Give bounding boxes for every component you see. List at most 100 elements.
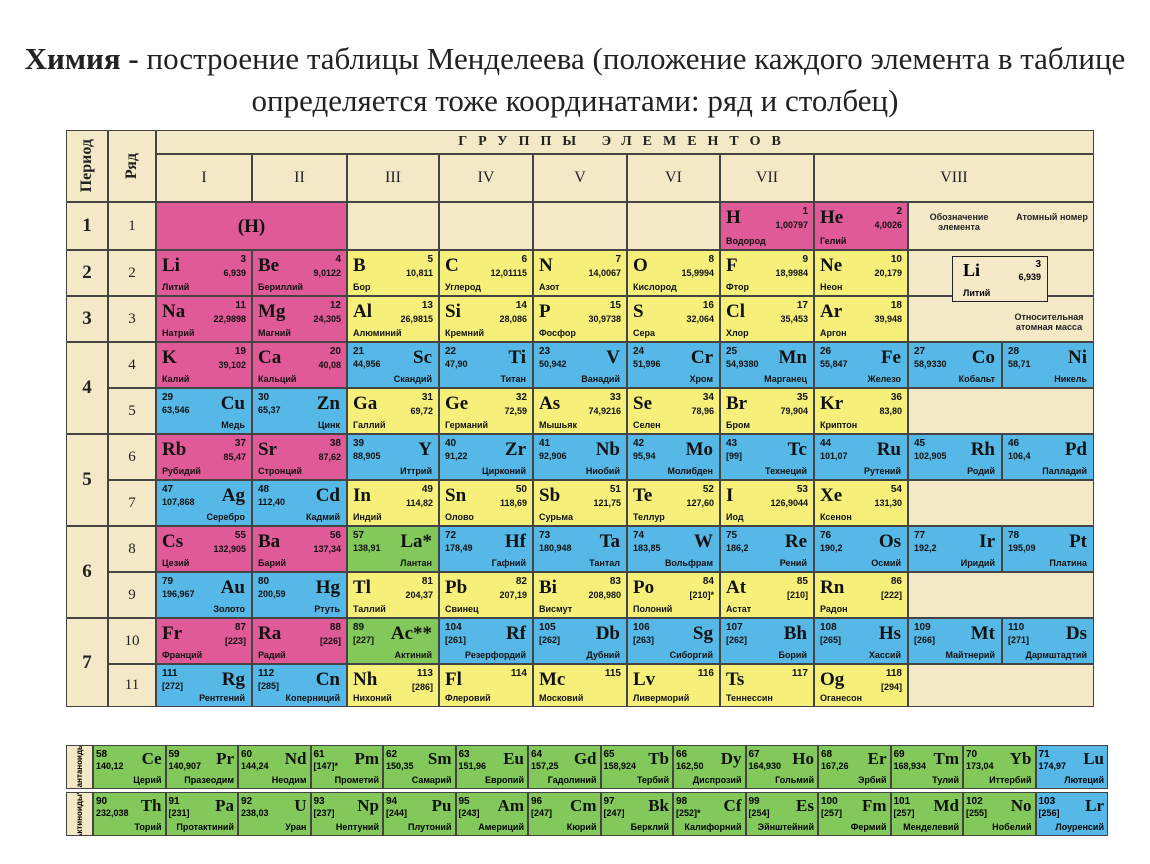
element-os[interactable]: 76 190,2 Os Осмий (814, 526, 908, 572)
element-hg[interactable]: 80 200,59 Hg Ртуть (252, 572, 347, 618)
element-og[interactable]: Og 118 [294] Оганесон (814, 664, 908, 707)
element-ba[interactable]: Ba 56 137,34 Барий (252, 526, 347, 572)
element-lu[interactable]: 71 174,97 Lu Лютеций (1035, 745, 1108, 789)
element-lv[interactable]: Lv 116 Ливерморий (627, 664, 720, 707)
element-yb[interactable]: 70 173,04 Yb Иттербий (963, 745, 1036, 789)
element-zn[interactable]: 30 65,37 Zn Цинк (252, 388, 347, 434)
element-rb[interactable]: Rb 37 85,47 Рубидий (156, 434, 252, 480)
element-ta[interactable]: 73 180,948 Ta Тантал (533, 526, 627, 572)
element-am[interactable]: 95 [243] Am Америций (455, 792, 528, 836)
element-tb[interactable]: 65 158,924 Tb Тербий (600, 745, 673, 789)
element-nd[interactable]: 60 144,24 Nd Неодим (238, 745, 311, 789)
element-as[interactable]: As 33 74,9216 Мышьяк (533, 388, 627, 434)
element-k[interactable]: K 19 39,102 Калий (156, 342, 252, 388)
element-rg[interactable]: 111 [272] Rg Рентгений (156, 664, 252, 707)
element-ho[interactable]: 67 164,930 Ho Гольмий (745, 745, 818, 789)
element-mg[interactable]: Mg 12 24,305 Магний (252, 296, 347, 342)
element-pr[interactable]: 59 140,907 Pr Празеодим (165, 745, 238, 789)
element-pb[interactable]: Pb 82 207,19 Свинец (439, 572, 533, 618)
element-cu[interactable]: 29 63,546 Cu Медь (156, 388, 252, 434)
element-y[interactable]: 39 88,905 Y Иттрий (347, 434, 439, 480)
element-bi[interactable]: Bi 83 208,980 Висмут (533, 572, 627, 618)
element-li[interactable]: Li 3 6,939 Литий (156, 250, 252, 296)
element-b[interactable]: B 5 10,811 Бор (347, 250, 439, 296)
element-pt[interactable]: 78 195,09 Pt Платина (1002, 526, 1094, 572)
element-cr[interactable]: 24 51,996 Cr Хром (627, 342, 720, 388)
element-p[interactable]: P 15 30,9738 Фосфор (533, 296, 627, 342)
element-he[interactable]: He 2 4,0026 Гелий (814, 202, 908, 250)
element-tc[interactable]: 43 [99] Tc Технеций (720, 434, 814, 480)
element-mn[interactable]: 25 54,9380 Mn Марганец (720, 342, 814, 388)
element-sr[interactable]: Sr 38 87,62 Стронций (252, 434, 347, 480)
element-ne[interactable]: Ne 10 20,179 Неон (814, 250, 908, 296)
element-h[interactable]: (H) (156, 202, 347, 250)
element-sn[interactable]: Sn 50 118,69 Олово (439, 480, 533, 526)
element-cf[interactable]: 98 [252]* Cf Калифорний (673, 792, 746, 836)
element-mo[interactable]: 42 95,94 Mo Молибден (627, 434, 720, 480)
element-w[interactable]: 74 183,85 W Вольфрам (627, 526, 720, 572)
element-ra[interactable]: Ra 88 [226] Радий (252, 618, 347, 664)
element-xe[interactable]: Xe 54 131,30 Ксенон (814, 480, 908, 526)
element-i[interactable]: I 53 126,9044 Иод (720, 480, 814, 526)
element-hs[interactable]: 108 [265] Hs Хассий (814, 618, 908, 664)
element-c[interactable]: C 6 12,01115 Углерод (439, 250, 533, 296)
element-md[interactable]: 101 [257] Md Менделевий (890, 792, 963, 836)
element-rh[interactable]: 45 102,905 Rh Родий (908, 434, 1002, 480)
element-mc[interactable]: Mc 115 Московий (533, 664, 627, 707)
element-no[interactable]: 102 [255] No Нобелий (963, 792, 1036, 836)
element-ar[interactable]: Ar 18 39,948 Аргон (814, 296, 908, 342)
element-h[interactable]: H 1 1,00797 Водород (720, 202, 814, 250)
element-np[interactable]: 93 [237] Np Нептуний (310, 792, 383, 836)
element-ni[interactable]: 28 58,71 Ni Никель (1002, 342, 1094, 388)
element-sg[interactable]: 106 [263] Sg Сиборгий (627, 618, 720, 664)
element-ga[interactable]: Ga 31 69,72 Галлий (347, 388, 439, 434)
element-pm[interactable]: 61 [147]* Pm Прометий (310, 745, 383, 789)
element-eu[interactable]: 63 151,96 Eu Европий (455, 745, 528, 789)
element-gd[interactable]: 64 157,25 Gd Гадолиний (528, 745, 601, 789)
element-mt[interactable]: 109 [266] Mt Майтнерий (908, 618, 1002, 664)
element-f[interactable]: F 9 18,9984 Фтор (720, 250, 814, 296)
element-sm[interactable]: 62 150,35 Sm Самарий (383, 745, 456, 789)
element-rf[interactable]: 104 [261] Rf Резерфордий (439, 618, 533, 664)
element-es[interactable]: 99 [254] Es Эйнштейний (745, 792, 818, 836)
element-zr[interactable]: 40 91,22 Zr Цирконий (439, 434, 533, 480)
element-rn[interactable]: Rn 86 [222] Радон (814, 572, 908, 618)
element-pu[interactable]: 94 [244] Pu Плутоний (383, 792, 456, 836)
element-cs[interactable]: Cs 55 132,905 Цезий (156, 526, 252, 572)
element-si[interactable]: Si 14 28,086 Кремний (439, 296, 533, 342)
element-v[interactable]: 23 50,942 V Ванадий (533, 342, 627, 388)
element-cd[interactable]: 48 112,40 Cd Кадмий (252, 480, 347, 526)
element-fm[interactable]: 100 [257] Fm Фермий (818, 792, 891, 836)
element-er[interactable]: 68 167,26 Er Эрбий (818, 745, 891, 789)
element-pd[interactable]: 46 106,4 Pd Палладий (1002, 434, 1094, 480)
element-sc[interactable]: 21 44,956 Sc Скандий (347, 342, 439, 388)
element-te[interactable]: Te 52 127,60 Теллур (627, 480, 720, 526)
element-po[interactable]: Po 84 [210]* Полоний (627, 572, 720, 618)
element-pa[interactable]: 91 [231] Pa Протактиний (165, 792, 238, 836)
element-cn[interactable]: 112 [285] Cn Коперниций (252, 664, 347, 707)
element-al[interactable]: Al 13 26,9815 Алюминий (347, 296, 439, 342)
element-u[interactable]: 92 238,03 U Уран (238, 792, 311, 836)
element-tm[interactable]: 69 168,934 Tm Тулий (890, 745, 963, 789)
element-ca[interactable]: Ca 20 40,08 Кальций (252, 342, 347, 388)
element-se[interactable]: Se 34 78,96 Селен (627, 388, 720, 434)
element-ts[interactable]: Ts 117 Теннессин (720, 664, 814, 707)
element-ti[interactable]: 22 47,90 Ti Титан (439, 342, 533, 388)
element-ac[interactable]: 89 [227] Ac** Актиний (347, 618, 439, 664)
element-ag[interactable]: 47 107,868 Ag Серебро (156, 480, 252, 526)
element-fe[interactable]: 26 55,847 Fe Железо (814, 342, 908, 388)
element-cl[interactable]: Cl 17 35,453 Хлор (720, 296, 814, 342)
element-ce[interactable]: 58 140,12 Ce Церий (93, 745, 166, 789)
element-kr[interactable]: Kr 36 83,80 Криптон (814, 388, 908, 434)
element-fl[interactable]: Fl 114 Флеровий (439, 664, 533, 707)
element-na[interactable]: Na 11 22,9898 Натрий (156, 296, 252, 342)
element-n[interactable]: N 7 14,0067 Азот (533, 250, 627, 296)
element-s[interactable]: S 16 32,064 Сера (627, 296, 720, 342)
element-nh[interactable]: Nh 113 [286] Нихоний (347, 664, 439, 707)
element-bk[interactable]: 97 [247] Bk Берклий (600, 792, 673, 836)
element-ir[interactable]: 77 192,2 Ir Иридий (908, 526, 1002, 572)
element-dy[interactable]: 66 162,50 Dy Диспрозий (673, 745, 746, 789)
element-tl[interactable]: Tl 81 204,37 Таллий (347, 572, 439, 618)
element-br[interactable]: Br 35 79,904 Бром (720, 388, 814, 434)
element-th[interactable]: 90 232,038 Th Торий (93, 792, 166, 836)
